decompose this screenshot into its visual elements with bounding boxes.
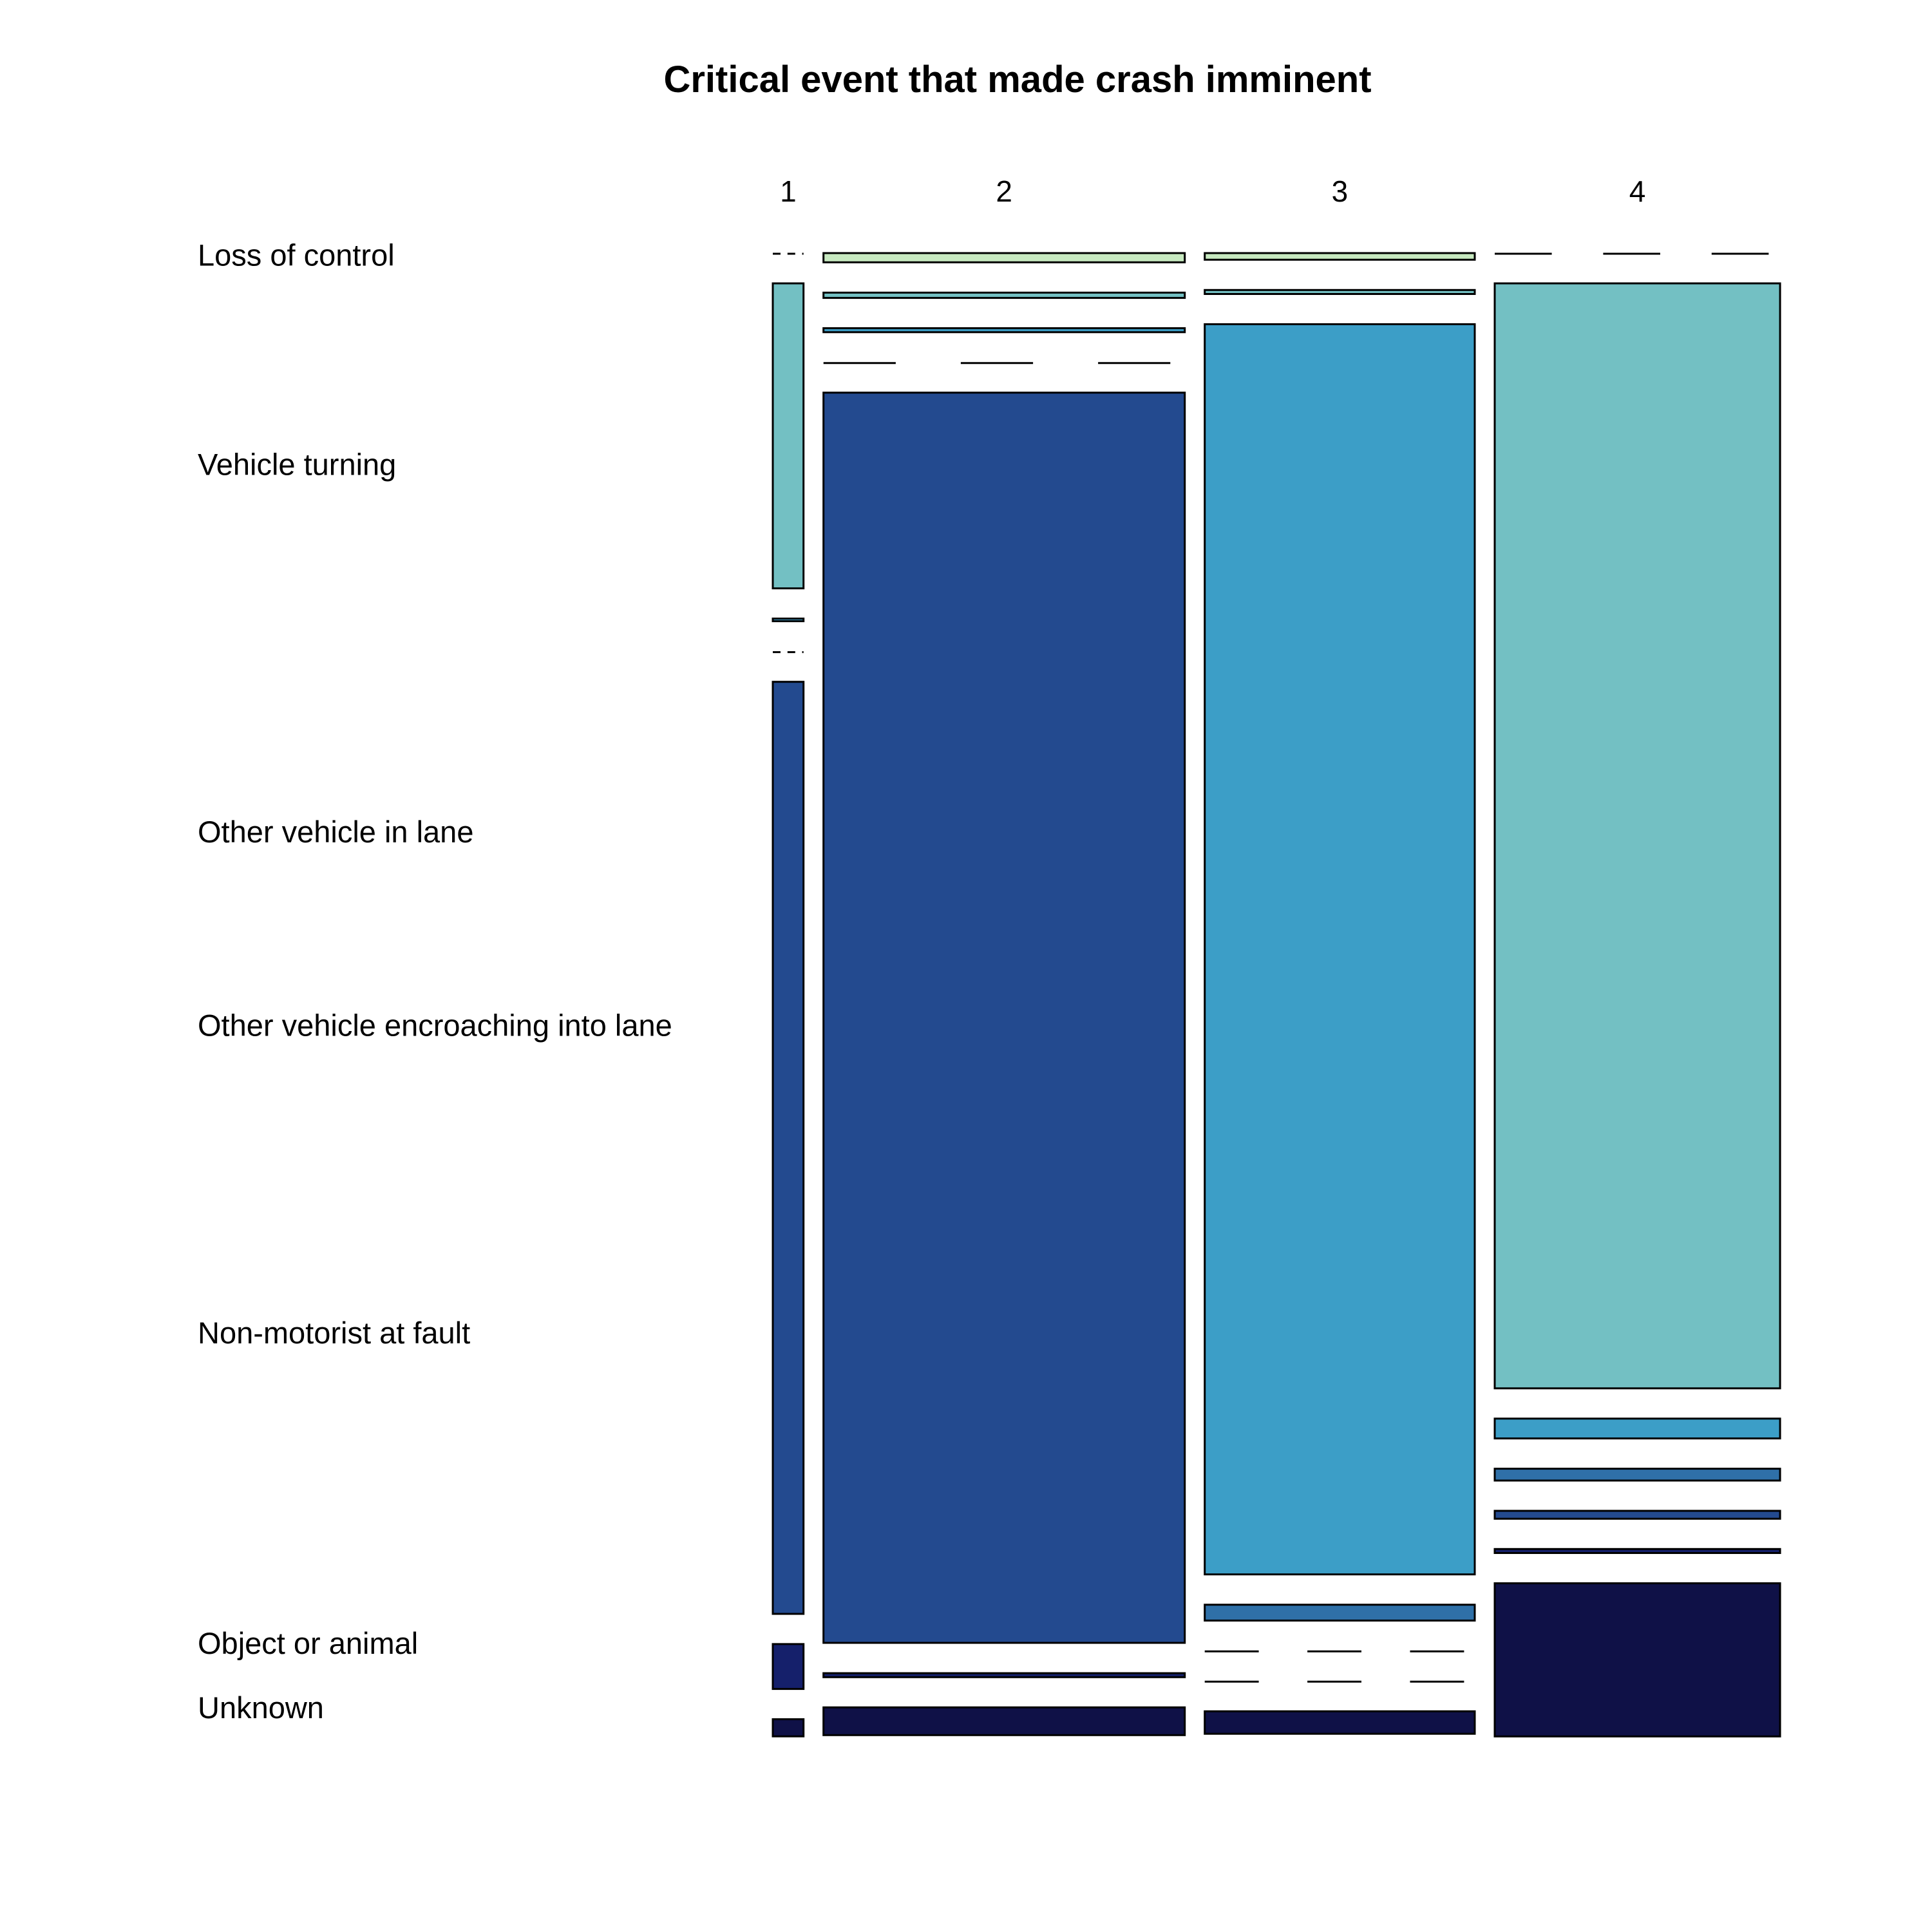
cell-col1-non-motorist-at-fault [772, 681, 805, 1615]
column-labels: 1 2 3 4 [780, 175, 1645, 208]
cell-col1-object-or-animal [772, 1643, 805, 1690]
cell-col2-object-or-animal [822, 1672, 1186, 1678]
row-label-other-vehicle-encroaching-into-lane: Other vehicle encroaching into lane [198, 1009, 672, 1043]
cell-col3-vehicle-turning [1204, 289, 1476, 295]
row-label-vehicle-turning: Vehicle turning [198, 448, 396, 482]
cell-col1-vehicle-turning [772, 282, 805, 590]
cell-col2-other-vehicle-in-lane [822, 327, 1186, 334]
cell-col3-loss-of-control [1204, 252, 1476, 261]
cell-col2-loss-of-control [822, 252, 1186, 263]
cell-col4-vehicle-turning [1493, 282, 1781, 1390]
cell-col1-unknown [772, 1718, 805, 1738]
cell-col3-other-vehicle-encroaching-into-lane [1204, 1604, 1476, 1622]
cell-col3-other-vehicle-in-lane [1204, 323, 1476, 1576]
cell-col3-unknown [1204, 1710, 1476, 1735]
cell-col4-unknown [1493, 1582, 1781, 1738]
cell-col4-other-vehicle-in-lane [1493, 1417, 1781, 1440]
row-label-unknown: Unknown [198, 1690, 324, 1725]
column-label-4: 4 [1629, 175, 1646, 208]
row-label-non-motorist-at-fault: Non-motorist at fault [198, 1316, 470, 1350]
mosaic-cells [772, 252, 1781, 1738]
chart-title: Critical event that made crash imminent [663, 59, 1371, 100]
cell-col2-non-motorist-at-fault [822, 392, 1186, 1644]
column-label-2: 2 [996, 175, 1012, 208]
row-label-other-vehicle-in-lane: Other vehicle in lane [198, 815, 473, 849]
cell-col2-unknown [822, 1706, 1186, 1736]
cell-col4-non-motorist-at-fault [1493, 1510, 1781, 1520]
column-label-1: 1 [780, 175, 797, 208]
cell-col2-vehicle-turning [822, 291, 1186, 299]
row-label-loss-of-control: Loss of control [198, 238, 395, 272]
cell-col4-other-vehicle-encroaching-into-lane [1493, 1468, 1781, 1482]
cell-col4-object-or-animal [1493, 1548, 1781, 1555]
cell-col1-other-vehicle-in-lane [772, 618, 805, 623]
row-label-object-or-animal: Object or animal [198, 1626, 418, 1660]
row-labels: Loss of control Vehicle turning Other vehi… [198, 238, 672, 1725]
column-label-3: 3 [1332, 175, 1349, 208]
